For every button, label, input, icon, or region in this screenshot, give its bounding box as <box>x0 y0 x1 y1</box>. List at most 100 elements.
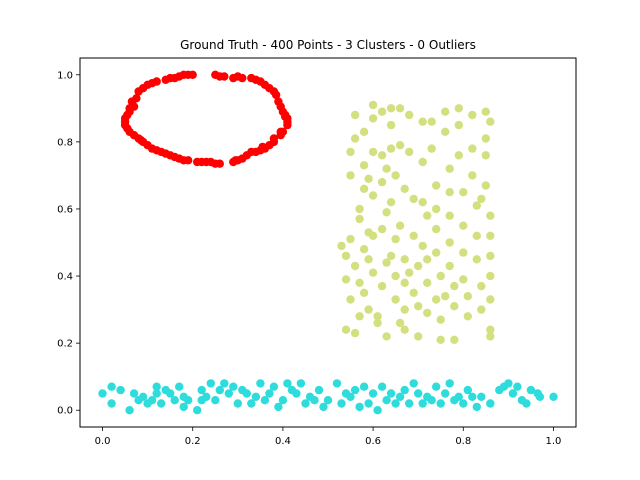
data-point <box>132 94 141 103</box>
data-point <box>377 382 387 391</box>
data-point <box>418 241 427 251</box>
plot-area-frame <box>79 57 577 428</box>
data-point <box>283 120 292 130</box>
data-point <box>175 382 184 391</box>
data-point <box>350 328 360 338</box>
data-point <box>386 120 396 130</box>
data-point <box>441 292 450 301</box>
data-point <box>432 295 441 304</box>
data-point <box>359 161 369 170</box>
data-point <box>161 149 170 158</box>
data-point <box>346 234 355 244</box>
data-point <box>355 402 364 412</box>
data-point <box>359 127 369 136</box>
data-point <box>276 127 285 136</box>
data-point <box>477 281 486 291</box>
data-point <box>350 261 360 271</box>
data-point <box>450 335 459 344</box>
data-point <box>504 379 513 388</box>
data-point <box>355 312 364 321</box>
data-point <box>129 102 139 111</box>
data-point <box>346 295 355 304</box>
data-point <box>350 110 360 120</box>
data-point <box>301 399 310 408</box>
data-point <box>206 379 215 388</box>
y-tick-label: 0.0 <box>57 406 73 417</box>
data-point <box>143 141 152 150</box>
data-point <box>400 278 409 287</box>
data-point <box>454 120 463 130</box>
data-point <box>138 392 148 401</box>
data-point <box>477 305 486 314</box>
data-point <box>166 389 175 398</box>
data-point <box>382 258 391 267</box>
data-point <box>337 241 346 251</box>
data-point <box>346 171 355 180</box>
data-point <box>265 84 274 93</box>
data-point <box>276 102 285 111</box>
data-point <box>377 224 387 234</box>
data-point <box>486 295 495 304</box>
data-point <box>414 389 423 398</box>
data-point <box>432 248 441 257</box>
data-point <box>391 171 400 180</box>
data-point <box>125 406 134 415</box>
data-point <box>405 399 414 408</box>
ticks-layer: 0.0 0.2 0.4 0.6 0.8 1.0 0.0 0.2 0.4 0.6 0.8 1.0 <box>57 70 561 447</box>
data-point <box>436 399 445 408</box>
data-point <box>405 268 414 277</box>
data-point <box>368 147 378 157</box>
data-point <box>202 392 211 401</box>
data-point <box>147 79 157 88</box>
data-point <box>242 389 251 398</box>
data-point <box>251 75 261 85</box>
y-tick-label: 0.4 <box>57 272 73 283</box>
data-point <box>395 318 405 328</box>
data-point <box>247 147 256 157</box>
data-point <box>472 255 481 264</box>
data-point <box>377 107 387 116</box>
data-point <box>170 152 179 162</box>
data-point <box>346 147 355 157</box>
data-point <box>364 305 373 314</box>
points-layer <box>98 70 558 415</box>
data-point <box>377 151 387 160</box>
data-point <box>341 325 351 334</box>
series-2 <box>337 100 495 344</box>
data-point <box>486 271 495 281</box>
data-point <box>152 146 161 155</box>
data-point <box>427 144 436 153</box>
series-3 <box>98 379 558 415</box>
data-point <box>386 104 396 113</box>
data-point <box>382 208 391 217</box>
data-point <box>350 134 360 143</box>
data-point <box>382 164 391 173</box>
data-point <box>418 399 427 408</box>
data-point <box>283 114 292 123</box>
data-point <box>269 134 279 143</box>
data-point <box>278 396 288 405</box>
data-point <box>414 261 423 271</box>
data-point <box>414 332 423 341</box>
data-point <box>463 292 472 301</box>
data-point <box>152 389 161 398</box>
data-point <box>486 325 495 334</box>
data-point <box>454 104 463 113</box>
data-point <box>274 402 283 412</box>
data-point <box>129 389 139 398</box>
data-point <box>368 191 378 200</box>
data-point <box>477 194 486 204</box>
data-point <box>179 156 188 165</box>
data-point <box>368 114 378 123</box>
data-point <box>170 396 179 405</box>
data-point <box>445 188 454 197</box>
data-point <box>481 107 490 116</box>
data-point <box>418 157 427 167</box>
data-point <box>184 396 193 405</box>
data-point <box>211 396 220 405</box>
data-point <box>224 389 233 398</box>
x-tick-label: 1.0 <box>546 436 562 447</box>
data-point <box>152 382 161 391</box>
data-point <box>445 211 454 220</box>
